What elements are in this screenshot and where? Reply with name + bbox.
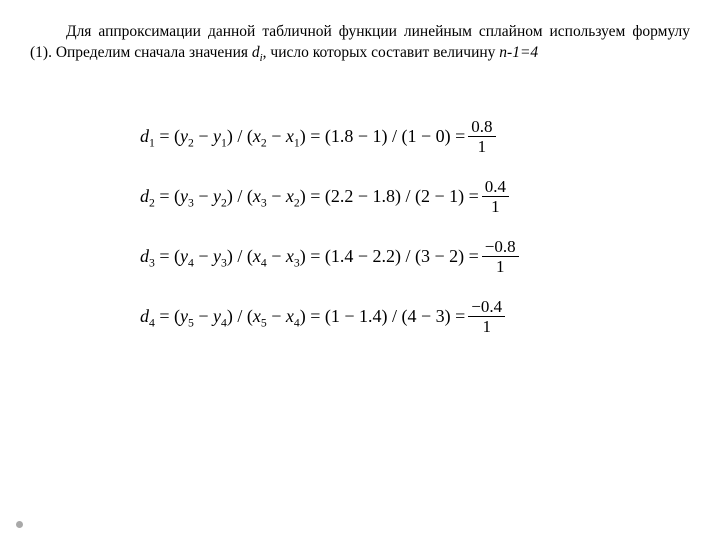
y-a-idx: 3 <box>188 197 194 210</box>
eq-fraction: 0.4 1 <box>482 178 509 217</box>
eq-symbolic: = (y5 − y4) / (x5 − x4) <box>155 306 310 327</box>
eq-numeric: = (1 − 1.4) / (4 − 3) = <box>310 306 465 327</box>
d-label: d <box>140 246 149 266</box>
eq-numeric: = (2.2 − 1.8) / (2 − 1) = <box>310 186 479 207</box>
x-b-idx: 3 <box>294 257 300 270</box>
frac-num: −0.8 <box>482 238 519 258</box>
x-b-idx: 4 <box>294 317 300 330</box>
eq-fraction: −0.8 1 <box>482 238 519 277</box>
page: Для аппроксимации данной табличной функц… <box>0 0 720 540</box>
x-b-idx: 1 <box>294 137 300 150</box>
equation-row: d 2 = (y3 − y2) / (x3 − x2) = (2.2 − 1.8)… <box>140 174 690 220</box>
para-n: n-1=4 <box>499 44 538 61</box>
x-a-idx: 5 <box>261 317 267 330</box>
y-a-idx: 5 <box>188 317 194 330</box>
frac-num: 0.8 <box>468 118 495 138</box>
eq-symbolic: = (y4 − y3) / (x4 − x3) <box>155 246 310 267</box>
frac-num: 0.4 <box>482 178 509 198</box>
equation-row: d 3 = (y4 − y3) / (x4 − x3) = (1.4 − 2.2)… <box>140 234 690 280</box>
para-text-2: , число которых составит величину <box>263 44 500 61</box>
frac-den: 1 <box>479 317 494 336</box>
y-b-idx: 4 <box>221 317 227 330</box>
para-d: d <box>252 44 260 61</box>
frac-den: 1 <box>493 257 508 276</box>
eq-numeric: = (1.8 − 1) / (1 − 0) = <box>310 126 465 147</box>
eq-symbolic: = (y2 − y1) / (x2 − x1) <box>155 126 310 147</box>
x-b-idx: 2 <box>294 197 300 210</box>
slide-bullet-icon <box>16 521 23 528</box>
x-a-idx: 4 <box>261 257 267 270</box>
eq-fraction: −0.4 1 <box>468 298 505 337</box>
frac-den: 1 <box>488 197 503 216</box>
y-b-idx: 3 <box>221 257 227 270</box>
eq-numeric: = (1.4 − 2.2) / (3 − 2) = <box>310 246 479 267</box>
y-a-idx: 2 <box>188 137 194 150</box>
d-label: d <box>140 306 149 326</box>
frac-den: 1 <box>475 137 490 156</box>
frac-num: −0.4 <box>468 298 505 318</box>
eq-symbolic: = (y3 − y2) / (x3 − x2) <box>155 186 310 207</box>
equation-row: d 4 = (y5 − y4) / (x5 − x4) = (1 − 1.4) /… <box>140 294 690 340</box>
intro-paragraph: Для аппроксимации данной табличной функц… <box>30 22 690 64</box>
equation-row: d 1 = (y2 − y1) / (x2 − x1) = (1.8 − 1) /… <box>140 114 690 160</box>
eq-fraction: 0.8 1 <box>468 118 495 157</box>
d-label: d <box>140 186 149 206</box>
y-b-idx: 1 <box>221 137 227 150</box>
d-label: d <box>140 126 149 146</box>
x-a-idx: 2 <box>261 137 267 150</box>
x-a-idx: 3 <box>261 197 267 210</box>
y-a-idx: 4 <box>188 257 194 270</box>
y-b-idx: 2 <box>221 197 227 210</box>
equation-block: d 1 = (y2 − y1) / (x2 − x1) = (1.8 − 1) /… <box>140 114 690 340</box>
